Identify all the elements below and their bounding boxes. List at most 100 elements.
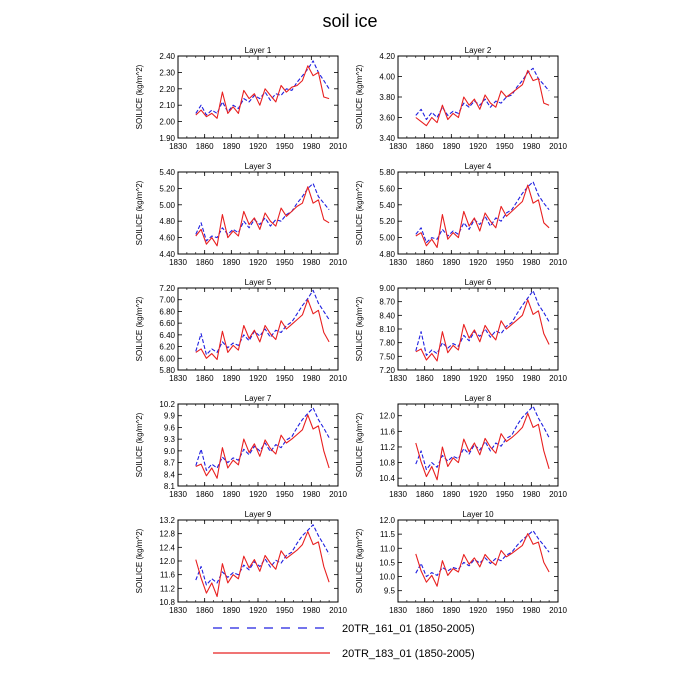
y-tick-label: 3.40 — [379, 134, 395, 143]
y-tick-label: 12.4 — [159, 543, 175, 552]
x-tick-label: 1890 — [442, 490, 460, 499]
y-tick-label: 1.90 — [159, 134, 175, 143]
x-tick-label: 1980 — [522, 142, 540, 151]
x-tick-label: 1950 — [496, 142, 514, 151]
y-tick-label: 11.2 — [380, 443, 396, 452]
y-tick-label: 4.00 — [379, 73, 395, 82]
x-tick-label: 1860 — [196, 374, 214, 383]
y-tick-label: 12.0 — [159, 557, 175, 566]
series-line-183 — [415, 412, 550, 481]
x-tick-label: 1890 — [222, 490, 240, 499]
panel-layer-5: Layer 5 SOILICE (kg/m^2) 1830 1860 1890 1920 1… — [135, 278, 347, 383]
plot-frame — [177, 403, 339, 487]
x-tick-label: 1980 — [302, 606, 320, 615]
x-tick-label: 1890 — [442, 142, 460, 151]
panel-layer-10: Layer 10 SOILICE (kg/m^2) 1830 1860 1890 1920… — [355, 510, 567, 615]
x-tick-label: 1890 — [442, 606, 460, 615]
series-line-161 — [415, 530, 550, 578]
x-tick-label: 1830 — [169, 606, 187, 615]
x-tick-label: 1980 — [522, 374, 540, 383]
plot-frame — [177, 55, 339, 139]
y-tick-label: 2.10 — [159, 101, 175, 110]
x-tick-label: 1890 — [442, 258, 460, 267]
series-line-183 — [195, 299, 330, 361]
x-tick-label: 1890 — [222, 374, 240, 383]
x-tick-label: 1830 — [169, 142, 187, 151]
x-tick-label: 2010 — [329, 258, 347, 267]
y-tick-label: 10.2 — [159, 400, 175, 409]
y-axis-label: SOILICE (kg/m^2) — [135, 180, 144, 245]
x-tick-label: 1920 — [469, 490, 487, 499]
x-tick-label: 1830 — [389, 142, 407, 151]
plot-frame — [397, 403, 559, 487]
panel-layer-1: Layer 1 SOILICE (kg/m^2) 1830 1860 1890 1920 1… — [135, 46, 347, 151]
panel-layer-3: Layer 3 SOILICE (kg/m^2) 1830 1860 1890 1920 1… — [135, 162, 347, 267]
y-tick-label: 5.80 — [379, 168, 395, 177]
panel-title: Layer 4 — [465, 162, 492, 171]
x-tick-label: 1920 — [249, 374, 267, 383]
x-tick-label: 1950 — [276, 374, 294, 383]
x-tick-label: 1860 — [196, 258, 214, 267]
x-tick-label: 1890 — [442, 374, 460, 383]
plot-frame — [177, 171, 339, 255]
y-tick-label: 7.80 — [379, 339, 395, 348]
y-tick-label: 10.8 — [379, 459, 395, 468]
x-tick-label: 1980 — [522, 490, 540, 499]
y-tick-label: 10.4 — [379, 474, 395, 483]
y-axis-label: SOILICE (kg/m^2) — [355, 180, 364, 245]
y-tick-label: 8.40 — [379, 311, 395, 320]
series-line-183 — [415, 69, 550, 127]
x-tick-label: 1950 — [496, 490, 514, 499]
series-line-161 — [195, 289, 330, 356]
y-tick-label: 11.6 — [160, 571, 176, 580]
x-tick-label: 1920 — [469, 374, 487, 383]
y-tick-label: 12.8 — [159, 530, 175, 539]
y-axis-label: SOILICE (kg/m^2) — [135, 412, 144, 477]
panel-title: Layer 5 — [245, 278, 272, 287]
y-tick-label: 9.5 — [384, 587, 396, 596]
y-tick-label: 11.2 — [160, 584, 176, 593]
y-tick-label: 3.80 — [379, 93, 395, 102]
y-tick-label: 7.20 — [159, 284, 175, 293]
series-line-183 — [195, 186, 330, 247]
y-tick-label: 6.80 — [159, 307, 175, 316]
x-tick-label: 2010 — [549, 490, 567, 499]
x-tick-label: 1920 — [249, 606, 267, 615]
y-tick-label: 11.6 — [380, 427, 396, 436]
y-tick-label: 10.8 — [159, 598, 175, 607]
panel-layer-9: Layer 9 SOILICE (kg/m^2) 1830 1860 1890 1920 1… — [135, 510, 347, 615]
panel-layer-7: Layer 7 SOILICE (kg/m^2) 1830 1860 1890 1920 1… — [135, 394, 347, 499]
x-tick-label: 1830 — [389, 374, 407, 383]
x-tick-label: 2010 — [549, 374, 567, 383]
x-tick-label: 1830 — [389, 490, 407, 499]
x-tick-label: 1860 — [416, 258, 434, 267]
x-tick-label: 2010 — [329, 374, 347, 383]
y-axis-label: SOILICE (kg/m^2) — [135, 296, 144, 361]
x-tick-label: 1980 — [302, 374, 320, 383]
plot-frame — [177, 287, 339, 371]
y-axis-label: SOILICE (kg/m^2) — [135, 528, 144, 593]
y-tick-label: 6.20 — [159, 343, 175, 352]
x-tick-label: 2010 — [329, 142, 347, 151]
y-tick-label: 5.60 — [379, 184, 395, 193]
panel-grid: Layer 1 SOILICE (kg/m^2) 1830 1860 1890 1920 1… — [135, 46, 567, 615]
panel-layer-4: Layer 4 SOILICE (kg/m^2) 1830 1860 1890 1920 1… — [355, 162, 567, 267]
panel-title: Layer 8 — [465, 394, 492, 403]
y-tick-label: 6.00 — [159, 354, 175, 363]
y-tick-label: 3.60 — [379, 114, 395, 123]
panel-layer-2: Layer 2 SOILICE (kg/m^2) 1830 1860 1890 1920 1… — [355, 46, 567, 151]
series-line-183 — [195, 414, 330, 479]
panel-layer-8: Layer 8 SOILICE (kg/m^2) 1830 1860 1890 1920 1… — [355, 394, 567, 499]
x-tick-label: 1980 — [522, 606, 540, 615]
y-tick-label: 8.1 — [164, 482, 176, 491]
x-tick-label: 1830 — [389, 606, 407, 615]
legend: 20TR_161_01 (1850-2005) 20TR_183_01 (185… — [213, 623, 475, 660]
y-tick-label: 2.20 — [159, 85, 175, 94]
y-tick-label: 8.70 — [379, 298, 395, 307]
x-tick-label: 1950 — [496, 606, 514, 615]
y-tick-label: 9.6 — [164, 423, 176, 432]
x-tick-label: 1890 — [222, 142, 240, 151]
x-tick-label: 1920 — [469, 258, 487, 267]
x-tick-label: 1890 — [222, 606, 240, 615]
series-line-161 — [415, 290, 550, 356]
